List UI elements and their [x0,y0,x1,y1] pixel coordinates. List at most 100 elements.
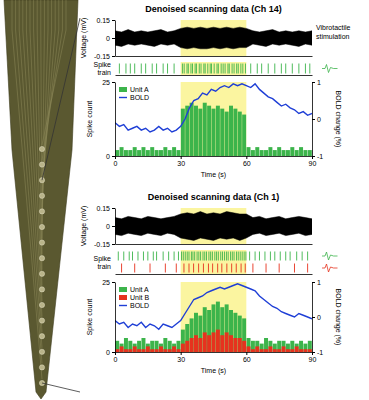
spike [220,252,221,261]
count-bar [163,338,167,352]
count-bar [277,341,281,352]
spike [167,64,168,74]
count-bar [176,150,180,156]
bold-line [115,284,312,330]
spike [280,252,281,261]
spike [236,64,237,74]
electrode-site [39,209,44,214]
count-bar [159,150,163,156]
spike [147,252,148,261]
y-axis-title: Spike count [86,101,94,138]
spike [183,252,184,261]
spike [190,64,191,74]
count-bar [146,150,150,156]
count-bar [150,349,154,352]
probe-trace [19,0,42,348]
plot-area [119,62,309,75]
count-bar [207,106,211,156]
count-bar [137,341,141,352]
x-axis [116,56,313,57]
count-bar [220,307,224,352]
spike [226,252,227,261]
panel-title: Denoised scanning data (Ch 1) [148,192,280,202]
spike [238,64,239,74]
count-bar [247,338,251,352]
count-bar [155,341,159,352]
count-bar [264,349,268,352]
count-bar [212,109,216,156]
spike [156,252,157,261]
count-bar [299,147,303,156]
electrode-site [39,302,44,307]
electrode-site [39,146,44,151]
annotation-label: Vibrotactilestimulation [316,24,351,40]
count-bar [268,341,272,352]
count-bar [155,150,159,156]
voltage-trace [115,27,312,49]
y-axis-title: Spike count [86,299,94,336]
spike [241,264,242,273]
y2-axis-tick: 0 [312,314,321,321]
spike [198,252,199,261]
waveform-icon [322,264,338,272]
count-bar [150,341,154,352]
count-bar [273,344,277,352]
x-axis-tick: 60 [243,352,251,363]
y-axis-tick-mark [112,156,115,157]
x-axis-tick: 0 [114,352,118,363]
count-bar [203,103,207,156]
count-bar [308,150,312,156]
count-bar [303,150,307,156]
count-bar [225,112,229,156]
bold-line [115,84,312,132]
spike [290,252,291,261]
count-bar [203,307,207,352]
spike [236,264,237,273]
count-bar [163,349,167,352]
spike [150,264,151,273]
spike [221,264,222,273]
spike [145,64,146,74]
legend: Unit ABOLD [119,86,149,101]
callout-line [42,18,80,180]
spike [181,252,182,261]
x-axis: 0306090 [114,156,317,167]
count-bar [260,349,264,352]
spike [152,64,153,74]
count-bar [216,302,220,352]
callout-line [42,383,80,392]
count-bar [242,115,246,156]
count-bar [295,344,299,352]
spike [302,252,303,261]
y-axis-tick-mark [112,20,115,21]
spike [208,252,209,261]
spike [232,64,233,74]
count-bar [185,341,189,352]
spike [194,252,195,261]
y-axis-tick-mark [112,56,115,57]
count-bar [159,344,163,352]
spike [187,252,188,261]
x-axis-tick-label: 30 [177,356,185,363]
plot-area [115,282,312,352]
count-bar [176,341,180,352]
spike [226,264,227,273]
spike [198,264,199,273]
spike [163,252,164,261]
y2-axis-tick-mark [312,282,315,283]
count-bar [146,344,150,352]
spike [185,252,186,261]
y-axis-tick: 25 [102,279,115,286]
y-axis-tick-label: 25 [102,279,110,286]
y-axis-tick-mark [112,282,115,283]
count-bar [220,335,224,352]
spike [118,252,119,261]
spike [217,264,218,273]
count-bar [233,313,237,352]
spike [176,264,177,273]
spike [234,252,235,261]
count-bar [141,349,145,352]
probe-trace [23,0,42,332]
spike [203,264,204,273]
y-axis-tick-label: -0.15 [94,241,110,248]
